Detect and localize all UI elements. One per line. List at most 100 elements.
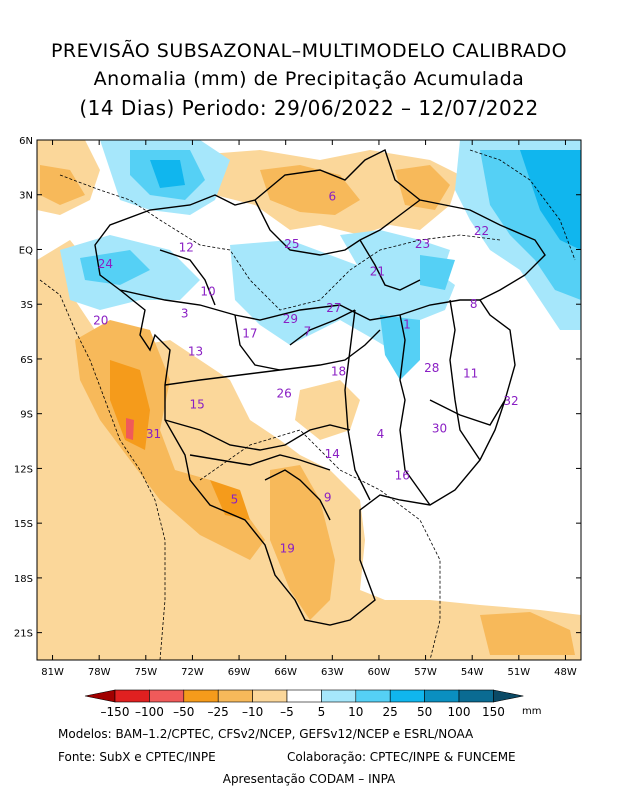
basin-divide-6 (344, 309, 371, 501)
basin-label-6: 6 (328, 190, 336, 204)
anomaly-area-orange-south (270, 465, 335, 620)
legend-label: 10 (348, 705, 363, 719)
border-north (59, 174, 501, 311)
lon-tick-label: 72W (181, 667, 204, 678)
footer-source: Fonte: SubX e CPTEC/INPE (58, 750, 216, 764)
legend-label: 5 (318, 705, 326, 719)
lon-tick-label: 57W (414, 667, 437, 678)
basin-label-8: 8 (470, 297, 478, 311)
basin-label-3: 3 (181, 306, 189, 320)
basin-label-4: 4 (377, 427, 385, 441)
basin-labels: 1345678910111213141516171819202122232425… (93, 190, 519, 556)
lon-tick-label: 81W (41, 667, 64, 678)
basin-label-28: 28 (424, 361, 439, 375)
country-borders (39, 149, 576, 661)
anomaly-area-orange-ne (395, 165, 450, 210)
basin-divide-2 (164, 329, 381, 386)
legend-label: 100 (448, 705, 471, 719)
anomaly-area-neg-west (37, 240, 581, 660)
legend-label: 150 (482, 705, 505, 719)
anomaly-area-darkblue-ne (520, 150, 581, 250)
legend-box--100_-50 (149, 689, 185, 703)
lon-tick-label: 69W (228, 667, 251, 678)
lat-tick-label: 6S (20, 355, 33, 366)
anomaly-area-neg-mid (295, 380, 360, 440)
legend-label: –100 (135, 705, 164, 719)
basin-divide-12 (289, 309, 356, 346)
basin-label-25: 25 (284, 237, 299, 251)
anomaly-field (37, 140, 581, 660)
map-frame (36, 139, 582, 661)
footer-models: Modelos: BAM–1.2/CPTEC, CFSv2/NCEP, GEFS… (58, 727, 474, 741)
basin-label-18: 18 (331, 365, 346, 379)
legend-box-50_100 (424, 689, 460, 703)
anomaly-area-red-core (126, 418, 134, 440)
legend-box--10_-5 (252, 689, 288, 703)
anomaly-area-blue-center (380, 315, 420, 380)
basin-label-16: 16 (395, 469, 410, 483)
legend-labels: –150 –100 –50 –25 –10 –5 5 10 25 50 100 150 (101, 705, 505, 719)
basin-label-5: 5 (231, 492, 239, 506)
footer-presentation: Apresentação CODAM – INPA (222, 772, 396, 786)
basin-label-22: 22 (474, 224, 489, 238)
legend-box-100_150 (458, 689, 494, 703)
anomaly-area-orange-north (260, 165, 360, 215)
basin-label-29: 29 (283, 312, 298, 326)
lat-tick-label: 15S (14, 519, 33, 530)
title-line-2: Anomalia (mm) de Precipitação Acumulada (93, 68, 525, 90)
basin-divide-1 (119, 289, 480, 321)
legend-arrow-high (493, 689, 524, 703)
lat-tick-label: 18S (14, 574, 33, 585)
border-west (39, 279, 166, 661)
legend-box-10_25 (355, 689, 391, 703)
lat-tick-label: 6N (19, 136, 33, 147)
legend-box--50_-25 (183, 689, 219, 703)
basin-label-21: 21 (370, 264, 385, 278)
basin-divide-10 (159, 249, 216, 306)
basin-divide-11 (234, 314, 281, 371)
lat-tick-label: 12S (14, 464, 33, 475)
lon-tick-label: 54W (461, 667, 484, 678)
lon-tick-label: 48W (554, 667, 577, 678)
basin-divide-9 (429, 399, 506, 426)
anomaly-area-blue-east (420, 255, 455, 290)
legend-label: –5 (280, 705, 294, 719)
anomaly-area-orange-se (480, 612, 575, 655)
legend-label: –150 (101, 705, 130, 719)
basin-label-24: 24 (98, 257, 113, 271)
legend-color-boxes (84, 689, 524, 703)
anomaly-area-orange-nw (40, 165, 85, 205)
basin-divide-4 (189, 454, 331, 471)
basin-label-9: 9 (324, 491, 332, 505)
lon-tick-label: 75W (134, 667, 157, 678)
basin-label-7: 7 (304, 325, 312, 339)
basin-outlines (94, 149, 546, 626)
anomaly-area-darkorange-west (110, 360, 150, 450)
lat-tick-label: 3N (19, 191, 33, 202)
lon-tick-label: 51W (508, 667, 531, 678)
basin-label-10: 10 (200, 284, 215, 298)
lat-tick-label: 21S (14, 629, 33, 640)
anomaly-area-darkorange-south (210, 480, 250, 520)
basin-label-15: 15 (189, 398, 204, 412)
basin-label-12: 12 (179, 241, 194, 255)
basin-label-32: 32 (503, 394, 518, 408)
lon-tick-label: 78W (88, 667, 111, 678)
legend-label: –25 (208, 705, 229, 719)
basin-divide-5 (254, 199, 421, 256)
legend-box-25_50 (389, 689, 425, 703)
basin-divide-13 (264, 469, 331, 521)
lon-tick-label: 63W (321, 667, 344, 678)
basin-label-14: 14 (325, 447, 340, 461)
basin-label-30: 30 (432, 421, 447, 435)
basin-label-19: 19 (280, 542, 295, 556)
legend-label: 50 (417, 705, 432, 719)
lat-tick-label: 9S (20, 410, 33, 421)
basin-label-31: 31 (146, 427, 161, 441)
legend-arrow-low (84, 689, 116, 703)
legend-unit: mm (522, 706, 541, 717)
basin-label-1: 1 (403, 317, 411, 331)
legend-box--150_-100 (114, 689, 150, 703)
